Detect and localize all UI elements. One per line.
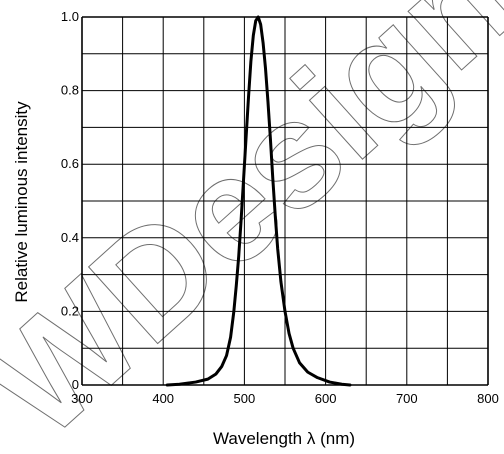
x-tick-label: 400 bbox=[152, 391, 174, 406]
x-tick-label: 500 bbox=[234, 391, 256, 406]
y-tick-labels: 0 0.2 0.4 0.6 0.8 1.0 bbox=[61, 9, 79, 392]
chart-series bbox=[165, 15, 352, 387]
series-line bbox=[165, 15, 352, 387]
y-tick-label: 0.6 bbox=[61, 156, 79, 171]
x-tick-labels: 300 400 500 600 700 800 bbox=[71, 391, 499, 406]
y-tick-label: 0 bbox=[72, 377, 79, 392]
y-tick-label: 0.4 bbox=[61, 230, 79, 245]
x-tick-label: 800 bbox=[477, 391, 499, 406]
y-axis-label: Relative luminous intensity bbox=[12, 101, 31, 303]
y-tick-label: 0.8 bbox=[61, 83, 79, 98]
x-tick-label: 700 bbox=[396, 391, 418, 406]
y-tick-label: 1.0 bbox=[61, 9, 79, 24]
chart-grid bbox=[81, 16, 489, 386]
x-tick-label: 600 bbox=[315, 391, 337, 406]
x-tick-label: 300 bbox=[71, 391, 93, 406]
y-tick-label: 0.2 bbox=[61, 303, 79, 318]
x-axis-label: Wavelength λ (nm) bbox=[213, 429, 355, 448]
